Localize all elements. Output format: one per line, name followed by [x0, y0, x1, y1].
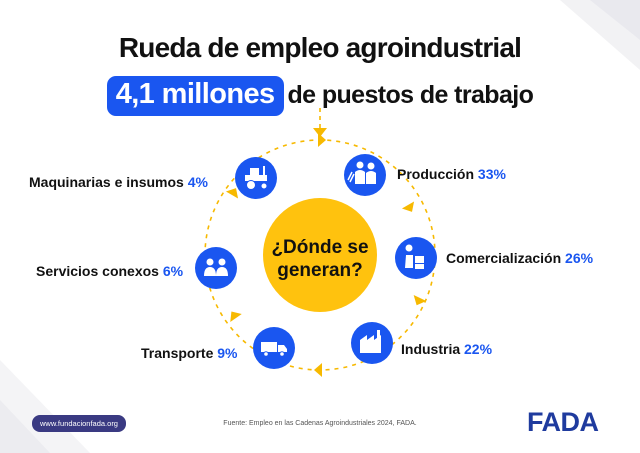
ring-arrow [230, 311, 242, 323]
ring-arrow [401, 201, 415, 212]
sector-label-transporte: Transporte 9% [141, 345, 238, 361]
center-question-line2: generan? [277, 260, 363, 281]
tractor-icon [235, 157, 277, 199]
ring-arrow [318, 133, 326, 147]
entry-arrow-head [313, 128, 327, 137]
subtitle-rest: de puestos de trabajo [287, 81, 534, 109]
factory-icon [351, 322, 393, 364]
center-question: ¿Dónde se generan? [262, 236, 378, 282]
people-meeting-icon [195, 247, 237, 289]
ring-arrow [413, 295, 427, 306]
subtitle: 4,1 millones de puestos de trabajo [0, 76, 640, 116]
farmers-icon [344, 154, 386, 196]
jobs-total-highlight: 4,1 millones [106, 76, 284, 116]
center-question-line1: ¿Dónde se [271, 237, 369, 258]
sector-percent: 9% [217, 345, 238, 361]
website-link[interactable]: www.fundacionfada.org [32, 415, 126, 432]
center-circle [263, 198, 377, 312]
sector-percent: 22% [464, 341, 493, 357]
sector-label-produccion: Producción 33% [397, 166, 506, 182]
sector-percent: 6% [162, 263, 184, 279]
truck-icon [253, 327, 295, 369]
sector-label-comercializacion: Comercialización 26% [446, 250, 594, 266]
sector-label-servicios-conexos: Servicios conexos 6% [36, 263, 184, 279]
ring-arrow [314, 363, 322, 377]
worker-with-boxes-icon [395, 237, 437, 279]
sector-label-maquinarias: Maquinarias e insumos 4% [29, 174, 208, 190]
sector-percent: 33% [477, 166, 506, 182]
sector-label-industria: Industria 22% [401, 341, 493, 357]
sector-percent: 26% [565, 250, 594, 266]
ring-arrow [225, 188, 239, 199]
page-title: Rueda de empleo agroindustrial [118, 32, 522, 63]
fada-logo: FADA [527, 407, 599, 437]
source-note: Fuente: Empleo en las Cadenas Agroindust… [223, 420, 417, 427]
sector-percent: 4% [187, 174, 208, 190]
